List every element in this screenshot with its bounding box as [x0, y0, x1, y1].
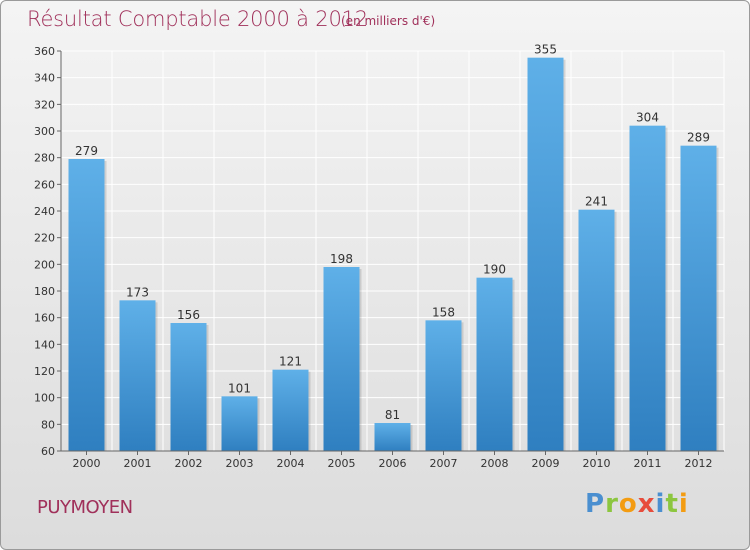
proxiti-logo: Proxiti	[585, 489, 689, 519]
x-tick-label: 2004	[277, 457, 305, 470]
chart-subtitle: (en milliers d'€)	[341, 14, 436, 28]
data-label: 279	[75, 144, 98, 158]
x-tick-label: 2006	[379, 457, 407, 470]
x-tick-label: 2005	[328, 457, 356, 470]
logo-letter: r	[605, 489, 619, 519]
data-label: 289	[687, 131, 710, 145]
data-label: 304	[636, 111, 659, 125]
y-tick-label: 80	[41, 418, 55, 431]
y-tick-label: 120	[34, 365, 55, 378]
x-tick-label: 2011	[634, 457, 662, 470]
data-label: 173	[126, 285, 149, 299]
commune-name: PUYMOYEN	[37, 497, 133, 518]
data-label: 156	[177, 308, 200, 322]
data-label: 355	[534, 43, 557, 57]
logo-letter: x	[637, 489, 656, 519]
y-tick-label: 140	[34, 338, 55, 351]
y-tick-label: 160	[34, 312, 55, 325]
y-tick-label: 280	[34, 152, 55, 165]
data-label: 241	[585, 195, 608, 209]
x-tick-label: 2008	[481, 457, 509, 470]
bar	[170, 323, 207, 451]
x-tick-label: 2007	[430, 457, 458, 470]
bar	[68, 159, 105, 451]
data-label: 121	[279, 355, 302, 369]
data-label: 190	[483, 263, 506, 277]
y-tick-label: 60	[41, 445, 55, 458]
data-label: 198	[330, 252, 353, 266]
bar	[119, 300, 156, 451]
bar	[374, 423, 411, 451]
y-tick-label: 200	[34, 258, 55, 271]
x-tick-label: 2009	[532, 457, 560, 470]
bar	[323, 267, 360, 451]
logo-letter: i	[655, 489, 666, 519]
bar	[221, 396, 258, 451]
data-label: 81	[385, 408, 400, 422]
x-tick-label: 2001	[124, 457, 152, 470]
logo-letter: P	[585, 489, 606, 519]
x-tick-label: 2003	[226, 457, 254, 470]
y-tick-label: 340	[34, 72, 55, 85]
x-tick-label: 2002	[175, 457, 203, 470]
chart-title: Résultat Comptable 2000 à 2012	[27, 7, 368, 31]
y-tick-label: 100	[34, 392, 55, 405]
y-tick-label: 320	[34, 98, 55, 111]
y-tick-label: 360	[34, 45, 55, 58]
y-tick-label: 260	[34, 178, 55, 191]
x-tick-label: 2012	[685, 457, 713, 470]
logo-letter: t	[665, 489, 679, 519]
bar	[578, 209, 615, 451]
y-tick-label: 220	[34, 232, 55, 245]
logo-letter: i	[678, 489, 689, 519]
bar	[527, 57, 564, 452]
bar	[680, 145, 717, 451]
bar	[272, 369, 309, 451]
bar	[425, 320, 462, 451]
data-label: 158	[432, 305, 455, 319]
x-tick-label: 2000	[73, 457, 101, 470]
y-tick-label: 240	[34, 205, 55, 218]
bar	[629, 125, 666, 452]
y-tick-label: 300	[34, 125, 55, 138]
bar	[476, 277, 513, 451]
logo-letter: o	[618, 489, 638, 519]
data-label: 101	[228, 381, 251, 395]
x-tick-label: 2010	[583, 457, 611, 470]
y-tick-label: 180	[34, 285, 55, 298]
